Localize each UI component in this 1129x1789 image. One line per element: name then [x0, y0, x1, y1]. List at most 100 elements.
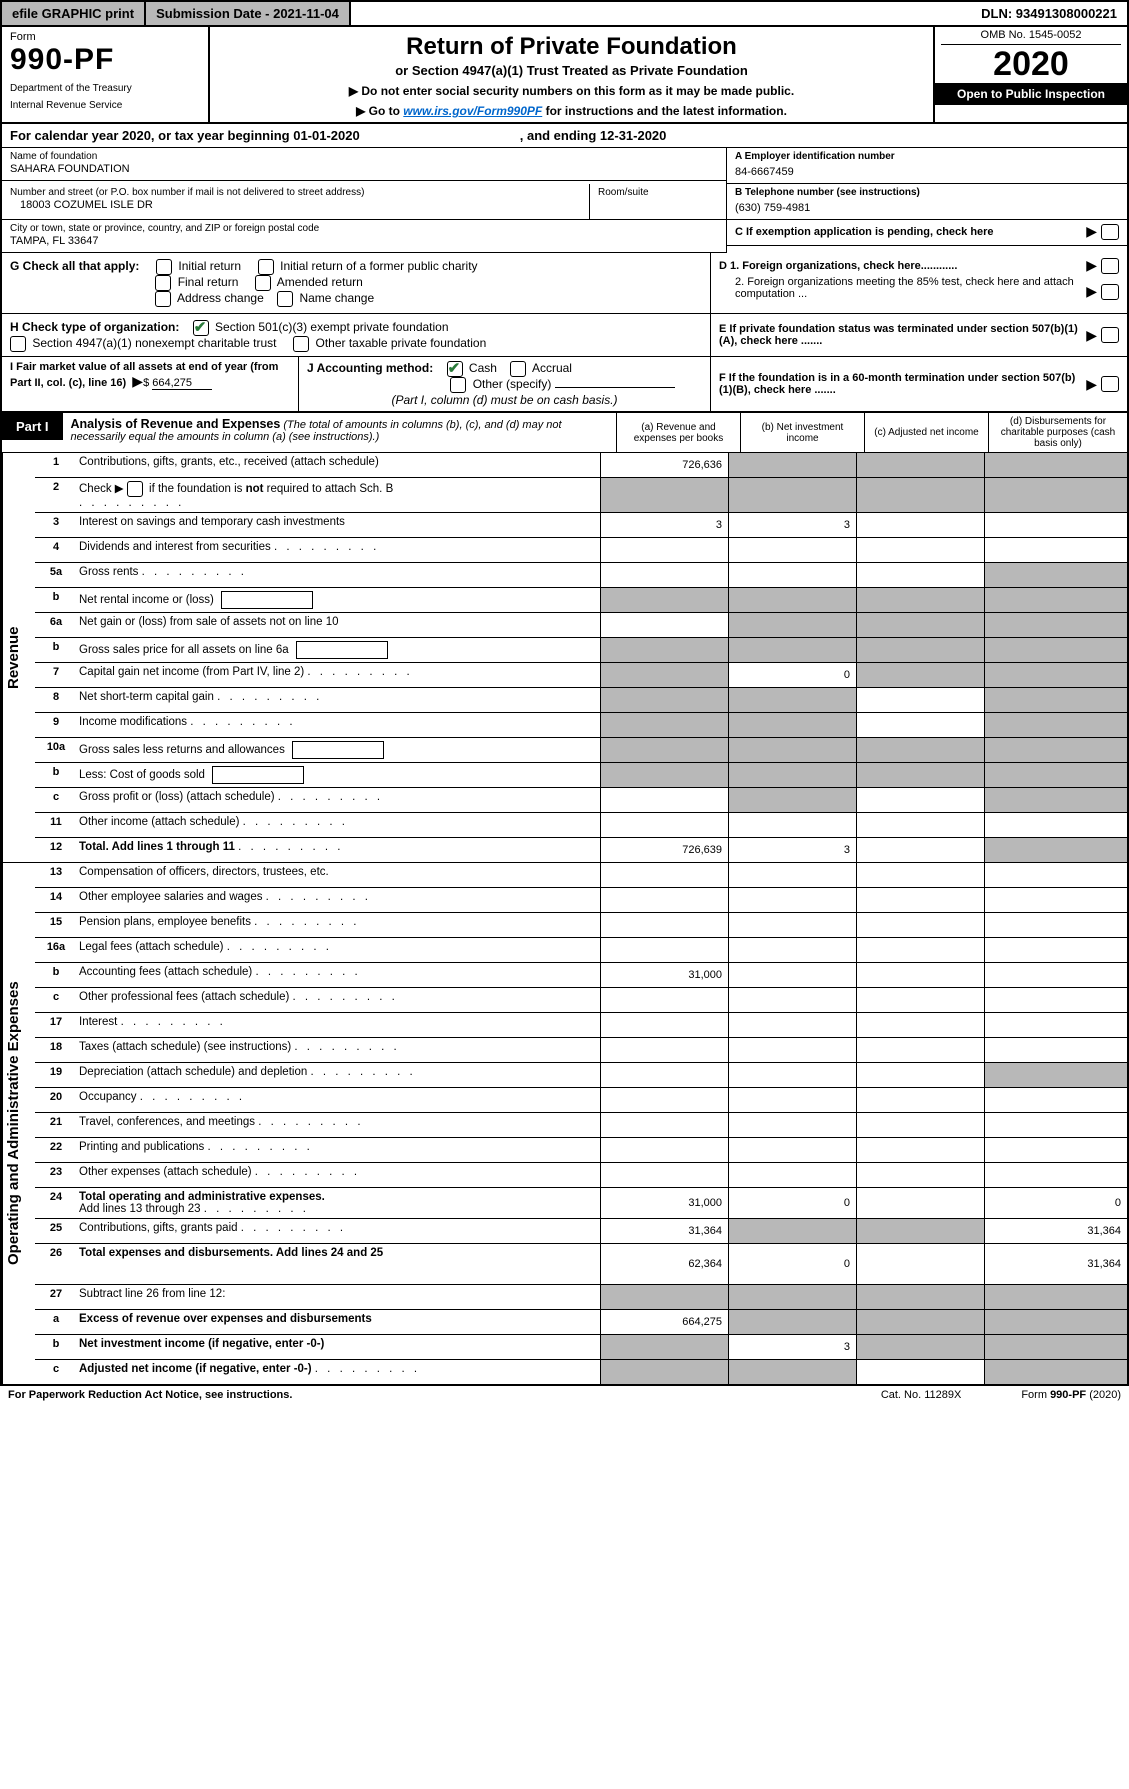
form-header: Form 990-PF Department of the Treasury I… [0, 27, 1129, 124]
inline-input-box[interactable] [212, 766, 304, 784]
cell-col-b [728, 563, 856, 587]
cell-col-a [600, 1013, 728, 1037]
cell-col-c [856, 538, 984, 562]
final-return-checkbox[interactable] [155, 275, 171, 291]
cell-col-c [856, 478, 984, 512]
table-row: 24Total operating and administrative exp… [35, 1188, 1127, 1219]
cell-col-c [856, 1360, 984, 1384]
row-label: Depreciation (attach schedule) and deple… [77, 1063, 600, 1087]
cell-col-b [728, 913, 856, 937]
table-row: cAdjusted net income (if negative, enter… [35, 1360, 1127, 1384]
cell-col-a [600, 763, 728, 787]
table-row: 25Contributions, gifts, grants paid 31,3… [35, 1219, 1127, 1244]
calendar-year-line: For calendar year 2020, or tax year begi… [0, 124, 1129, 148]
goto-post: for instructions and the latest informat… [542, 104, 787, 118]
amended-return-label: Amended return [277, 275, 363, 289]
cell-col-b: 0 [728, 1244, 856, 1284]
initial-former-checkbox[interactable] [258, 259, 274, 275]
other-specify-line[interactable] [555, 387, 675, 388]
cell-col-c [856, 453, 984, 477]
cell-col-d [984, 813, 1127, 837]
irs-label: Internal Revenue Service [10, 100, 200, 111]
submission-date-button[interactable]: Submission Date - 2021-11-04 [146, 2, 351, 25]
inline-input-box[interactable] [296, 641, 388, 659]
cell-col-a [600, 688, 728, 712]
other-method-checkbox[interactable] [450, 377, 466, 393]
cell-col-c [856, 713, 984, 737]
row-label: Other expenses (attach schedule) [77, 1163, 600, 1187]
inline-input-box[interactable] [292, 741, 384, 759]
name-change-label: Name change [299, 291, 374, 305]
row-label: Other income (attach schedule) [77, 813, 600, 837]
f-checkbox[interactable] [1101, 376, 1119, 392]
telephone-value: (630) 759-4981 [735, 202, 1119, 214]
row-number: b [35, 1335, 77, 1359]
address-change-checkbox[interactable] [155, 291, 171, 307]
table-row: 18Taxes (attach schedule) (see instructi… [35, 1038, 1127, 1063]
year-end: , and ending 12-31-2020 [520, 128, 667, 143]
address-value: 18003 COZUMEL ISLE DR [10, 199, 581, 211]
cash-label: Cash [469, 361, 497, 375]
row-number: 2 [35, 478, 77, 512]
4947-checkbox[interactable] [10, 336, 26, 352]
efile-print-button[interactable]: efile GRAPHIC print [2, 2, 146, 25]
cell-col-a: 31,364 [600, 1219, 728, 1243]
cell-col-a [600, 888, 728, 912]
table-row: aExcess of revenue over expenses and dis… [35, 1310, 1127, 1335]
cell-col-b [728, 453, 856, 477]
sch-b-checkbox[interactable] [127, 481, 143, 497]
accrual-checkbox[interactable] [510, 361, 526, 377]
initial-return-checkbox[interactable] [156, 259, 172, 275]
cell-col-c [856, 1113, 984, 1137]
goto-pre: ▶ Go to [356, 104, 403, 118]
revenue-side-label: Revenue [2, 453, 35, 862]
d1-checkbox[interactable] [1101, 258, 1119, 274]
cell-col-c [856, 1188, 984, 1218]
cell-col-c [856, 1013, 984, 1037]
cell-col-a [600, 813, 728, 837]
cell-col-a: 3 [600, 513, 728, 537]
cash-checkbox[interactable] [447, 361, 463, 377]
e-label: E If private foundation status was termi… [719, 323, 1086, 347]
cell-col-b [728, 863, 856, 887]
cell-col-b [728, 763, 856, 787]
e-section: E If private foundation status was termi… [711, 314, 1127, 356]
cell-col-a [600, 713, 728, 737]
cell-col-c [856, 688, 984, 712]
ein-label: A Employer identification number [735, 151, 1119, 162]
i-value: 664,275 [152, 377, 212, 390]
d2-checkbox[interactable] [1101, 284, 1119, 300]
row-label: Other employee salaries and wages [77, 888, 600, 912]
cell-col-d [984, 1138, 1127, 1162]
cell-col-b [728, 1038, 856, 1062]
cell-col-b: 0 [728, 1188, 856, 1218]
h-label: H Check type of organization: [10, 320, 179, 334]
g-d-row: G Check all that apply: Initial return I… [0, 253, 1129, 314]
cell-col-c [856, 1335, 984, 1359]
name-change-checkbox[interactable] [277, 291, 293, 307]
expenses-grid: Operating and Administrative Expenses 13… [0, 863, 1129, 1386]
cell-col-d [984, 888, 1127, 912]
cell-col-b [728, 1013, 856, 1037]
amended-return-checkbox[interactable] [255, 275, 271, 291]
irs-link[interactable]: www.irs.gov/Form990PF [403, 104, 542, 118]
expenses-side-label: Operating and Administrative Expenses [2, 863, 35, 1384]
cell-col-a [600, 1063, 728, 1087]
e-checkbox[interactable] [1101, 327, 1119, 343]
501c3-checkbox[interactable] [193, 320, 209, 336]
exemption-pending-checkbox[interactable] [1101, 224, 1119, 240]
cell-col-b [728, 1163, 856, 1187]
row-number: 9 [35, 713, 77, 737]
4947-label: Section 4947(a)(1) nonexempt charitable … [32, 336, 276, 350]
cell-col-b [728, 1219, 856, 1243]
cell-col-a [600, 638, 728, 662]
inline-input-box[interactable] [221, 591, 313, 609]
row-label: Adjusted net income (if negative, enter … [77, 1360, 600, 1384]
part1-tab: Part I [2, 413, 63, 440]
row-label: Net rental income or (loss) [77, 588, 600, 612]
foundation-name-label: Name of foundation [10, 151, 718, 162]
form-title: Return of Private Foundation [220, 33, 923, 61]
other-taxable-checkbox[interactable] [293, 336, 309, 352]
row-number: b [35, 963, 77, 987]
cell-col-d [984, 613, 1127, 637]
